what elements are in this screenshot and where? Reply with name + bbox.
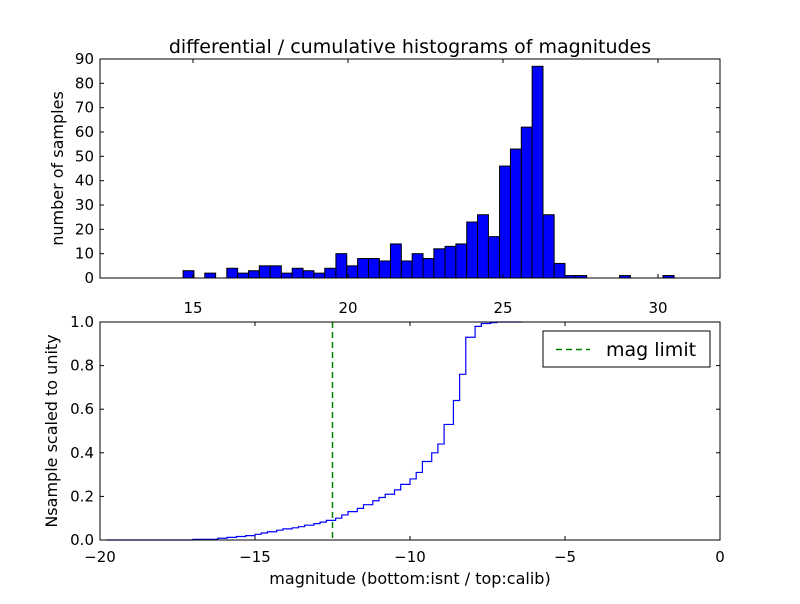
legend: mag limit (542, 330, 711, 368)
histogram-bar (411, 253, 424, 279)
histogram-bar (531, 65, 544, 279)
histogram-ticks: 0 10 20 30 40 50 60 70 80 90 15 20 25 30 (75, 50, 720, 317)
histogram-y-axis-label: number of samples (48, 91, 67, 246)
histogram-y-tick-label: 60 (75, 123, 94, 141)
histogram-frame (99, 58, 721, 279)
histogram-bar (357, 258, 369, 279)
legend-label-mag-limit: mag limit (606, 339, 696, 361)
cumulative-x-axis-label: magnitude (bottom:isnt / top:calib) (269, 569, 550, 588)
histogram-bar (182, 270, 195, 279)
histogram-bar (444, 245, 457, 279)
histogram-y-tick-label: 80 (75, 74, 94, 92)
histogram-y-tick-label: 0 (84, 269, 94, 287)
histogram-bar (553, 262, 566, 279)
histogram-bar (324, 267, 337, 279)
histogram-bar (466, 221, 479, 279)
histogram-bar (455, 243, 468, 279)
histogram-y-tick-label: 70 (75, 99, 94, 117)
histogram-bar (389, 243, 402, 279)
histogram-bar (520, 126, 533, 279)
cumulative-y-tick-label: 0.0 (70, 531, 94, 549)
histogram-y-tick-label: 30 (75, 196, 94, 214)
histogram-x-tick-label: 15 (183, 299, 202, 317)
histogram-y-tick-label: 20 (75, 220, 94, 238)
histogram-x-tick-label: 30 (648, 299, 667, 317)
cumulative-step-line (106, 321, 522, 541)
cumulative-y-tick-label: 0.4 (70, 444, 94, 462)
cumulative-x-tick-label: 0 (715, 548, 725, 566)
cumulative-x-tick-label: −10 (394, 548, 426, 566)
histogram-bar (269, 265, 282, 279)
histogram-x-tick-label: 20 (338, 299, 357, 317)
histogram-x-tick-label: 25 (493, 299, 512, 317)
histogram-bar (204, 272, 217, 279)
histogram-panel: 0 10 20 30 40 50 60 70 80 90 15 20 25 30 differential… (48, 36, 721, 317)
histogram-bar (280, 272, 293, 279)
histogram-bar (237, 272, 249, 279)
histogram-plot-area (100, 59, 720, 278)
histogram-y-tick-label: 50 (75, 147, 94, 165)
histogram-bar (477, 214, 489, 279)
histogram-bar (367, 258, 380, 279)
cumulative-y-tick-label: 0.6 (70, 400, 94, 418)
histogram-bar (247, 270, 260, 279)
cumulative-y-tick-label: 0.8 (70, 357, 94, 375)
histogram-y-tick-label: 40 (75, 172, 94, 190)
histogram-bar (487, 236, 501, 279)
cumulative-y-axis-label: Nsample scaled to unity (42, 334, 61, 527)
histogram-bar (509, 148, 522, 279)
cumulative-frame (99, 321, 721, 541)
cumulative-panel: 0.0 0.2 0.4 0.6 0.8 1.0 −20 −15 −10 −5 0 mag limit… (42, 313, 725, 588)
histogram-bar (378, 260, 391, 279)
histogram-bar (422, 258, 435, 279)
chart-title: differential / cumulative histograms of … (169, 36, 651, 58)
histogram-y-tick-label: 10 (75, 245, 94, 263)
histogram-bar (499, 165, 511, 279)
histogram-bar (335, 253, 348, 279)
histogram-bar (433, 248, 446, 279)
histogram-bar (226, 267, 239, 279)
histogram-bar (400, 260, 413, 279)
cumulative-y-tick-label: 1.0 (70, 313, 94, 331)
histogram-bar (258, 265, 271, 279)
histogram-bar (542, 214, 555, 279)
cumulative-x-tick-label: −20 (84, 548, 116, 566)
histogram-y-tick-label: 90 (75, 50, 94, 68)
histogram-bar (291, 267, 304, 279)
histogram-bar (313, 272, 326, 279)
cumulative-x-tick-label: −5 (554, 548, 576, 566)
histogram-bar (302, 270, 315, 279)
cumulative-x-tick-label: −15 (239, 548, 271, 566)
cumulative-y-tick-label: 0.2 (70, 487, 94, 505)
